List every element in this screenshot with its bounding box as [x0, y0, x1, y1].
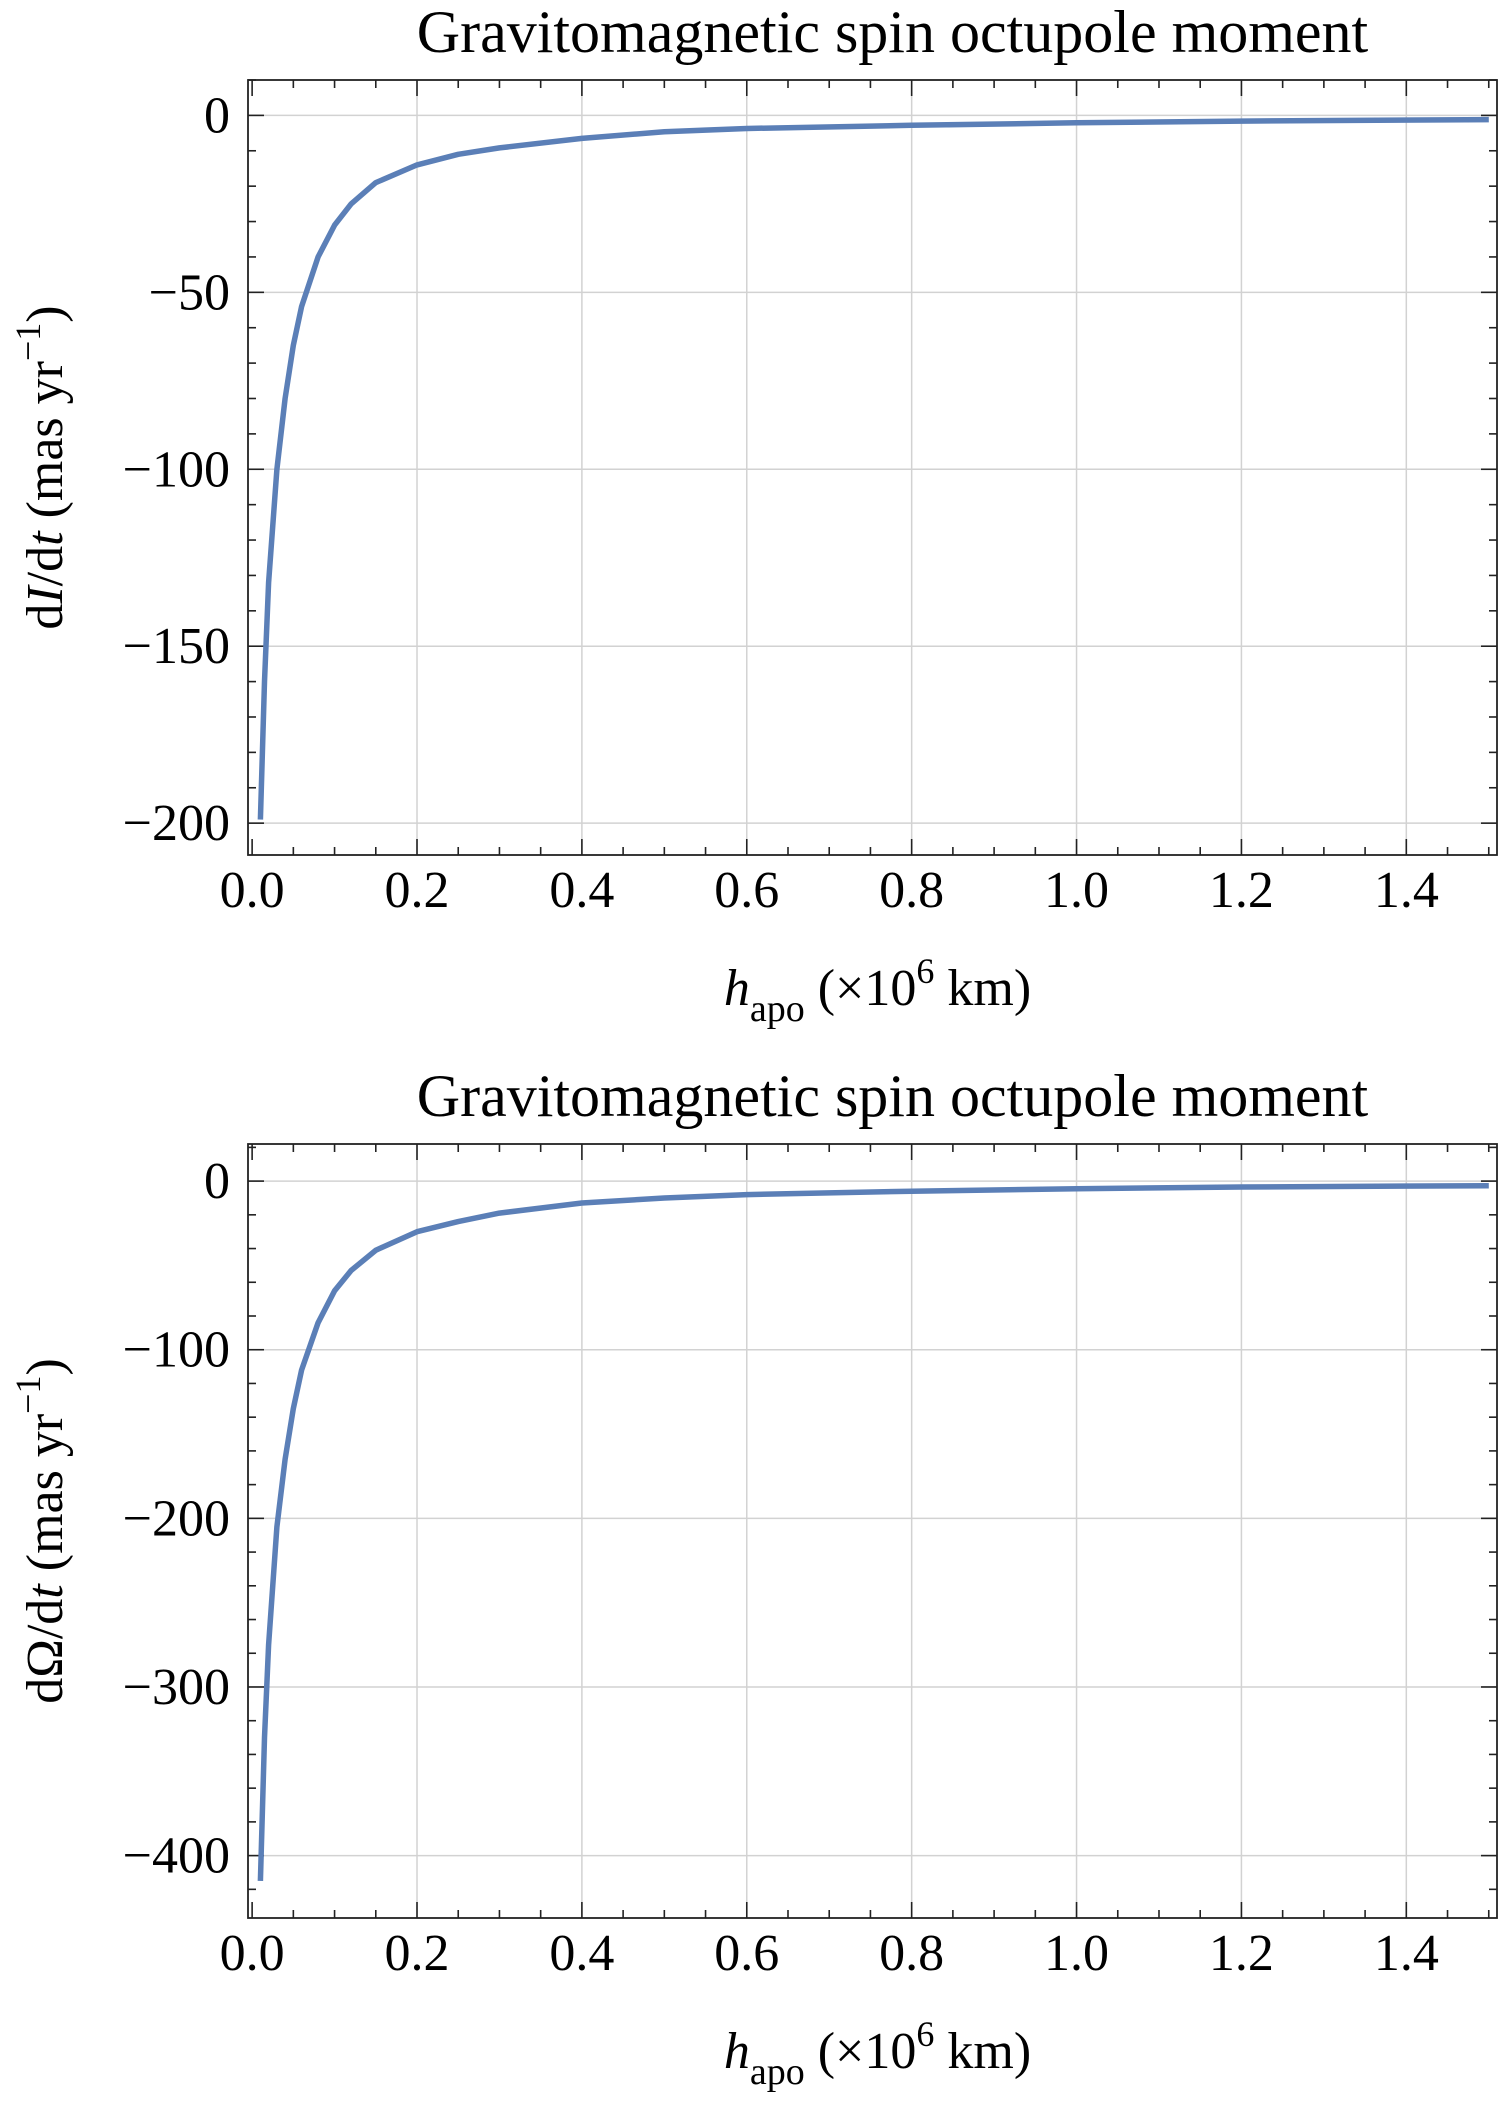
x-tick-label: 0.2 [385, 862, 450, 919]
x-axis-label-tail: km) [934, 2023, 1031, 2080]
x-tick-label: 0.0 [220, 1925, 285, 1982]
y-tick-label: 0 [204, 87, 230, 144]
x-tick-label: 1.2 [1209, 862, 1274, 919]
y-axis-label-exp: −1 [8, 1376, 48, 1414]
y-tick-label: −200 [123, 1490, 230, 1547]
x-tick-label: 0.8 [879, 1925, 944, 1982]
chart-top-svg: 0.0 0.2 0.4 0.6 0.8 1.0 1.2 1.4 0 −50 −100 −150 −200… [8, 0, 1498, 1030]
x-tick-label: 1.0 [1044, 862, 1109, 919]
y-axis-label-mid: /d [17, 546, 74, 586]
y-axis-label-prefix: dΩ/d [17, 1599, 74, 1704]
y-axis-label-units: (mas yr [17, 361, 74, 531]
x-axis-label-exp: 6 [916, 951, 934, 991]
x-tick-label: 1.4 [1374, 1925, 1439, 1982]
x-axis-label-units: (×10 [805, 960, 917, 1017]
y-tick-label: −100 [123, 441, 230, 498]
axis-ticks [248, 79, 1497, 855]
chart-title: Gravitomagnetic spin octupole moment [417, 1063, 1369, 1129]
x-tick-label: 0.8 [879, 862, 944, 919]
x-tick-label: 0.0 [220, 862, 285, 919]
y-axis-label-units: (mas yr [17, 1414, 74, 1584]
x-tick-label: 0.4 [549, 862, 614, 919]
grid [248, 1144, 1497, 1918]
x-axis-label-sub: apo [750, 988, 805, 1030]
axis-ticks [248, 1144, 1497, 1918]
y-axis-label-exp: −1 [8, 323, 48, 361]
y-axis-label-var: I [17, 584, 74, 605]
y-tick-label: −400 [123, 1828, 230, 1885]
x-tick-label: 1.4 [1374, 862, 1439, 919]
x-axis-label: hapo (×106 km) [724, 2014, 1031, 2093]
chart-title: Gravitomagnetic spin octupole moment [417, 0, 1369, 65]
x-axis-label: hapo (×106 km) [724, 951, 1031, 1030]
series-line [257, 116, 1489, 820]
x-axis-label-exp: 6 [916, 2014, 934, 2054]
y-tick-label: 0 [204, 1153, 230, 1210]
plot-frame [247, 79, 1498, 856]
chart-bottom-svg: 0.0 0.2 0.4 0.6 0.8 1.0 1.2 1.4 0 −100 −200 −300 −40… [8, 1063, 1498, 2093]
y-tick-label: −150 [123, 618, 230, 675]
x-axis-label-var: h [724, 2023, 750, 2080]
y-axis-label-tvar: t [17, 1583, 74, 1599]
y-axis-label-close: ) [17, 305, 74, 322]
x-tick-label: 0.4 [549, 1925, 614, 1982]
y-axis-label-tvar: t [17, 530, 74, 546]
y-axis-label: dI/dt (mas yr−1) [8, 305, 74, 629]
x-tick-label: 0.6 [714, 1925, 779, 1982]
chart-top: 0.0 0.2 0.4 0.6 0.8 1.0 1.2 1.4 0 −50 −100 −150 −200… [8, 0, 1498, 1030]
plot-frame [247, 1143, 1498, 1919]
y-axis-label-prefix: d [17, 604, 74, 630]
series-line [257, 1182, 1489, 1881]
y-tick-label: −100 [123, 1322, 230, 1379]
x-tick-label: 0.2 [385, 1925, 450, 1982]
y-axis-label-close: ) [17, 1358, 74, 1375]
x-axis-label-units: (×10 [805, 2023, 917, 2080]
x-axis-label-var: h [724, 960, 750, 1017]
x-axis-label-tail: km) [934, 960, 1031, 1017]
y-axis-label: dΩ/dt (mas yr−1) [8, 1358, 74, 1704]
y-tick-label: −50 [149, 264, 230, 321]
x-tick-label: 1.0 [1044, 1925, 1109, 1982]
chart-bottom: 0.0 0.2 0.4 0.6 0.8 1.0 1.2 1.4 0 −100 −200 −300 −40… [0, 1051, 1500, 2102]
y-tick-label: −300 [123, 1659, 230, 1716]
x-tick-label: 0.6 [714, 862, 779, 919]
y-tick-label: −200 [123, 795, 230, 852]
x-tick-label: 1.2 [1209, 1925, 1274, 1982]
x-axis-label-sub: apo [750, 2051, 805, 2093]
grid [248, 80, 1497, 855]
